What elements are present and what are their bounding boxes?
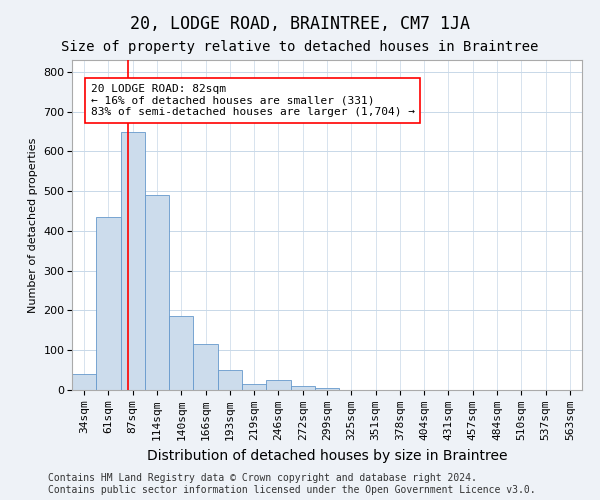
Text: Contains HM Land Registry data © Crown copyright and database right 2024.
Contai: Contains HM Land Registry data © Crown c… xyxy=(48,474,536,495)
Bar xyxy=(121,132,145,390)
Bar xyxy=(72,374,96,390)
X-axis label: Distribution of detached houses by size in Braintree: Distribution of detached houses by size … xyxy=(147,448,507,462)
Bar xyxy=(145,195,169,390)
Bar xyxy=(193,344,218,390)
Bar xyxy=(266,380,290,390)
Bar xyxy=(315,388,339,390)
Text: 20 LODGE ROAD: 82sqm
← 16% of detached houses are smaller (331)
83% of semi-deta: 20 LODGE ROAD: 82sqm ← 16% of detached h… xyxy=(91,84,415,117)
Y-axis label: Number of detached properties: Number of detached properties xyxy=(28,138,38,312)
Bar xyxy=(218,370,242,390)
Bar xyxy=(290,386,315,390)
Bar xyxy=(242,384,266,390)
Text: Size of property relative to detached houses in Braintree: Size of property relative to detached ho… xyxy=(61,40,539,54)
Text: 20, LODGE ROAD, BRAINTREE, CM7 1JA: 20, LODGE ROAD, BRAINTREE, CM7 1JA xyxy=(130,15,470,33)
Bar xyxy=(96,217,121,390)
Bar xyxy=(169,316,193,390)
